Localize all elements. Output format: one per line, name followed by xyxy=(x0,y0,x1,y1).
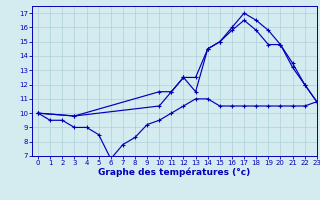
X-axis label: Graphe des températures (°c): Graphe des températures (°c) xyxy=(98,168,251,177)
